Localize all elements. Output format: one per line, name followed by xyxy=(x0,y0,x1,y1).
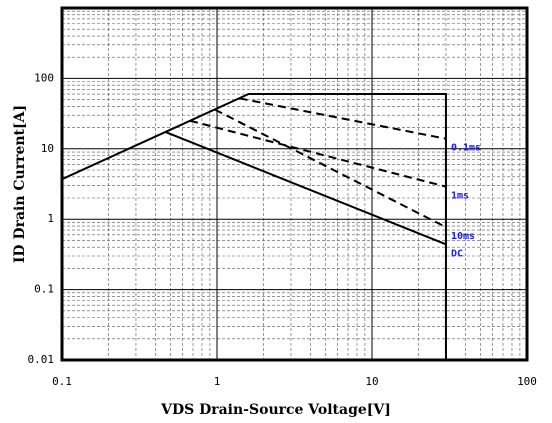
series-line xyxy=(214,108,447,229)
y-tick-label: 0.1 xyxy=(34,283,54,296)
x-tick-label: 100 xyxy=(517,375,537,388)
series-label: DC xyxy=(451,248,463,259)
series-line xyxy=(239,97,447,140)
series-label: 1ms xyxy=(451,191,469,202)
x-axis-label: VDS Drain-Source Voltage[V] xyxy=(160,402,391,418)
y-axis-label: ID Drain Current[A] xyxy=(12,105,28,263)
series-line xyxy=(164,130,447,246)
plot-frame xyxy=(60,6,529,362)
y-tick-label: 1 xyxy=(47,212,54,225)
y-tick-label: 10 xyxy=(41,142,54,155)
series-label: 0.1ms xyxy=(451,143,481,154)
series-line xyxy=(189,119,447,188)
y-tick-label: 100 xyxy=(34,71,54,84)
limit-line xyxy=(61,93,447,360)
x-tick-label: 10 xyxy=(365,375,378,388)
y-tick-label: 0.01 xyxy=(28,353,55,366)
x-tick-label: 0.1 xyxy=(52,375,72,388)
series-label: 10ms xyxy=(451,231,475,242)
x-tick-label: 1 xyxy=(214,375,221,388)
